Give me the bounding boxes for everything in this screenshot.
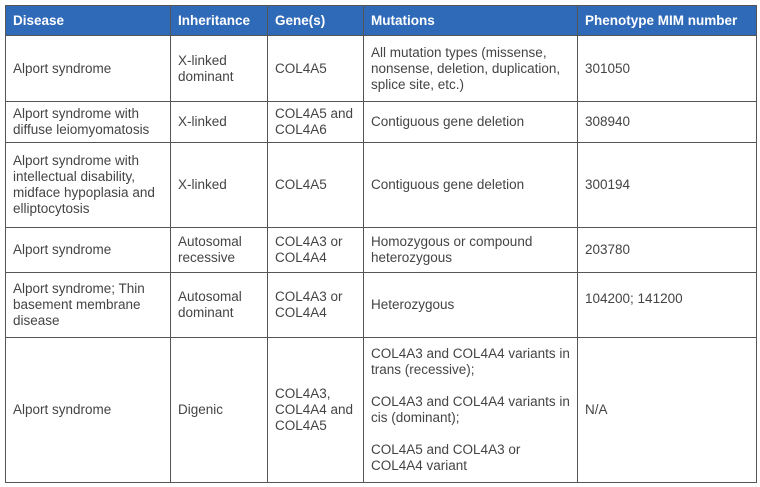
- mutation-text: Homozygous or compound heterozygous: [371, 234, 533, 265]
- cell-inheritance: X-linked dominant: [170, 35, 268, 102]
- cell-mim: 308940: [577, 101, 757, 143]
- cell-mutations: All mutation types (missense, nonsense, …: [363, 35, 578, 102]
- mutation-text: Contiguous gene deletion: [371, 114, 525, 129]
- cell-mutations: Heterozygous: [363, 272, 578, 338]
- cell-inheritance: X-linked: [170, 142, 268, 228]
- cell-mim: 301050: [577, 35, 757, 102]
- cell-disease: Alport syndrome: [5, 35, 171, 102]
- mutation-text: COL4A5 and COL4A3 or COL4A4 variant: [371, 442, 521, 473]
- cell-mutations: Contiguous gene deletion: [363, 142, 578, 228]
- cell-genes: COL4A3, COL4A4 and COL4A5: [267, 337, 364, 483]
- header-genes: Gene(s): [267, 5, 364, 36]
- cell-disease: Alport syndrome: [5, 227, 171, 273]
- table-row: Alport syndrome with diffuse leiomyomato…: [5, 101, 757, 143]
- header-inheritance: Inheritance: [170, 5, 268, 36]
- cell-disease: Alport syndrome with diffuse leiomyomato…: [5, 101, 171, 143]
- cell-mutations: Contiguous gene deletion: [363, 101, 578, 143]
- cell-mim: 104200; 141200: [577, 272, 757, 338]
- cell-disease: Alport syndrome with intellectual disabi…: [5, 142, 171, 228]
- cell-disease: Alport syndrome: [5, 337, 171, 483]
- cell-genes: COL4A3 or COL4A4: [267, 227, 364, 273]
- mutation-text: All mutation types (missense, nonsense, …: [371, 44, 561, 92]
- cell-genes: COL4A5: [267, 35, 364, 102]
- cell-genes: COL4A5 and COL4A6: [267, 101, 364, 143]
- cell-inheritance: X-linked: [170, 101, 268, 143]
- cell-mim: 300194: [577, 142, 757, 228]
- table-row: Alport syndrome X-linked dominant COL4A5 Al…: [5, 35, 757, 102]
- table-row: Alport syndrome Digenic COL4A3, COL4A4 and…: [5, 337, 757, 483]
- cell-inheritance: Digenic: [170, 337, 268, 483]
- mutation-text: Contiguous gene deletion: [371, 177, 525, 192]
- cell-mim: N/A: [577, 337, 757, 483]
- cell-mim: 203780: [577, 227, 757, 273]
- header-row: Disease Inheritance Gene(s) Mutations Ph…: [5, 5, 757, 36]
- mutation-text: COL4A3 and COL4A4 variants in trans (rec…: [371, 346, 570, 377]
- header-disease: Disease: [5, 5, 171, 36]
- cell-inheritance: Autosomal dominant: [170, 272, 268, 338]
- alport-syndrome-table: Disease Inheritance Gene(s) Mutations Ph…: [5, 5, 757, 483]
- cell-genes: COL4A3 or COL4A4: [267, 272, 364, 338]
- cell-mutations: COL4A3 and COL4A4 variants in trans (rec…: [363, 337, 578, 483]
- header-mutations: Mutations: [363, 5, 578, 36]
- table-row: Alport syndrome with intellectual disabi…: [5, 142, 757, 228]
- cell-genes: COL4A5: [267, 142, 364, 228]
- table-row: Alport syndrome Autosomal recessive COL4A3…: [5, 227, 757, 273]
- mutation-text: Heterozygous: [371, 297, 455, 312]
- cell-inheritance: Autosomal recessive: [170, 227, 268, 273]
- cell-mutations: Homozygous or compound heterozygous: [363, 227, 578, 273]
- table-row: Alport syndrome; Thin basement membrane …: [5, 272, 757, 338]
- mutation-text: COL4A3 and COL4A4 variants in cis (domin…: [371, 394, 570, 425]
- header-mim: Phenotype MIM number: [577, 5, 757, 36]
- cell-disease: Alport syndrome; Thin basement membrane …: [5, 272, 171, 338]
